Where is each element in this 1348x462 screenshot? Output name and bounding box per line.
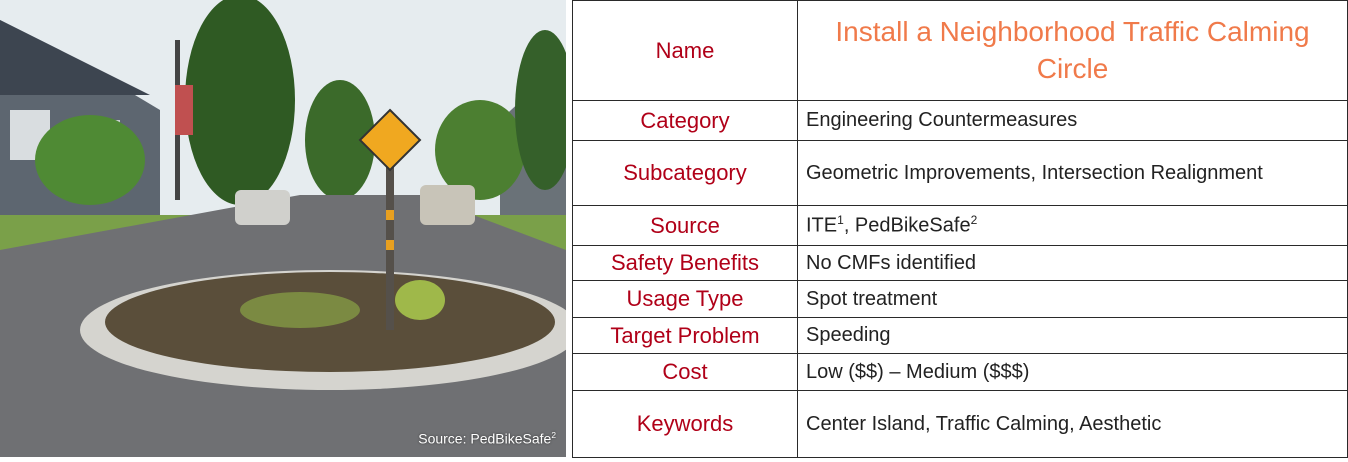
table-row: Keywords Center Island, Traffic Calming, … (572, 390, 1348, 458)
value-text: , PedBikeSafe (843, 214, 971, 237)
photo: Source: PedBikeSafe2 (0, 0, 580, 457)
row-label: Target Problem (572, 317, 798, 354)
row-value: Engineering Countermeasures (797, 100, 1348, 141)
table-row: Cost Low ($$) – Medium ($$$) (572, 353, 1348, 391)
row-label: Subcategory (572, 140, 798, 206)
table-row: Category Engineering Countermeasures (572, 100, 1348, 141)
photo-caption: Source: PedBikeSafe2 (418, 430, 556, 447)
table-row: Target Problem Speeding (572, 317, 1348, 354)
row-label: Cost (572, 353, 798, 391)
value-text: ITE (806, 214, 838, 237)
row-label: Source (572, 205, 798, 246)
table-row: Usage Type Spot treatment (572, 280, 1348, 318)
table-row: Name Install a Neighborhood Traffic Calmi… (572, 0, 1348, 101)
row-value: Center Island, Traffic Calming, Aestheti… (797, 390, 1348, 458)
caption-superscript: 2 (551, 430, 556, 441)
row-label: Safety Benefits (572, 245, 798, 281)
table-row: Source ITE1, PedBikeSafe2 (572, 205, 1348, 246)
row-value: Install a Neighborhood Traffic Calming C… (797, 0, 1348, 101)
photo-illustration (0, 0, 580, 457)
row-label: Keywords (572, 390, 798, 458)
table-row: Safety Benefits No CMFs identified (572, 245, 1348, 281)
row-value: Geometric Improvements, Intersection Rea… (797, 140, 1348, 206)
value-superscript: 2 (970, 212, 978, 227)
table-row: Subcategory Geometric Improvements, Inter… (572, 140, 1348, 206)
info-table: Name Install a Neighborhood Traffic Calmi… (572, 0, 1348, 458)
row-label: Name (572, 0, 798, 101)
row-value: Spot treatment (797, 280, 1348, 318)
row-label: Usage Type (572, 280, 798, 318)
value-superscript: 1 (837, 212, 844, 227)
row-value: ITE1, PedBikeSafe2 (797, 205, 1348, 246)
row-value: Low ($$) – Medium ($$$) (797, 353, 1348, 391)
table-body: Name Install a Neighborhood Traffic Calmi… (572, 0, 1348, 458)
row-value: Speeding (797, 317, 1348, 354)
row-value: No CMFs identified (797, 245, 1348, 281)
caption-text: Source: PedBikeSafe (418, 431, 552, 447)
row-label: Category (572, 100, 798, 141)
